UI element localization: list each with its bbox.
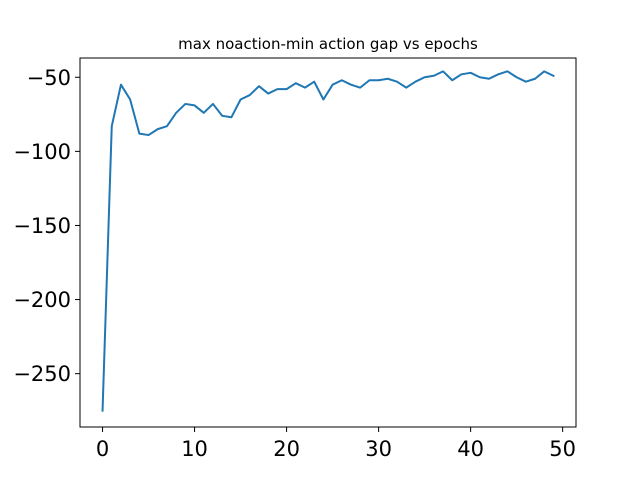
x-axis: 0 10 20 30 40 50 [96,427,576,461]
x-tick-label: 50 [549,437,576,461]
y-tick-label: −100 [13,140,71,164]
x-tick-label: 0 [96,437,109,461]
y-axis: −250 −200 −150 −100 −50 [13,66,80,386]
y-tick-label: −150 [13,214,71,238]
series-line [101,70,555,412]
y-tick-label: −200 [13,288,71,312]
chart-title: max noaction-min action gap vs epochs [178,35,478,53]
series-layer [101,70,555,412]
x-tick-label: 40 [457,437,484,461]
x-tick-label: 10 [181,437,208,461]
y-tick-label: −250 [13,362,71,386]
plot-area [79,57,577,428]
x-tick-label: 20 [273,437,300,461]
x-tick-label: 30 [365,437,392,461]
y-tick-label: −50 [27,66,71,90]
